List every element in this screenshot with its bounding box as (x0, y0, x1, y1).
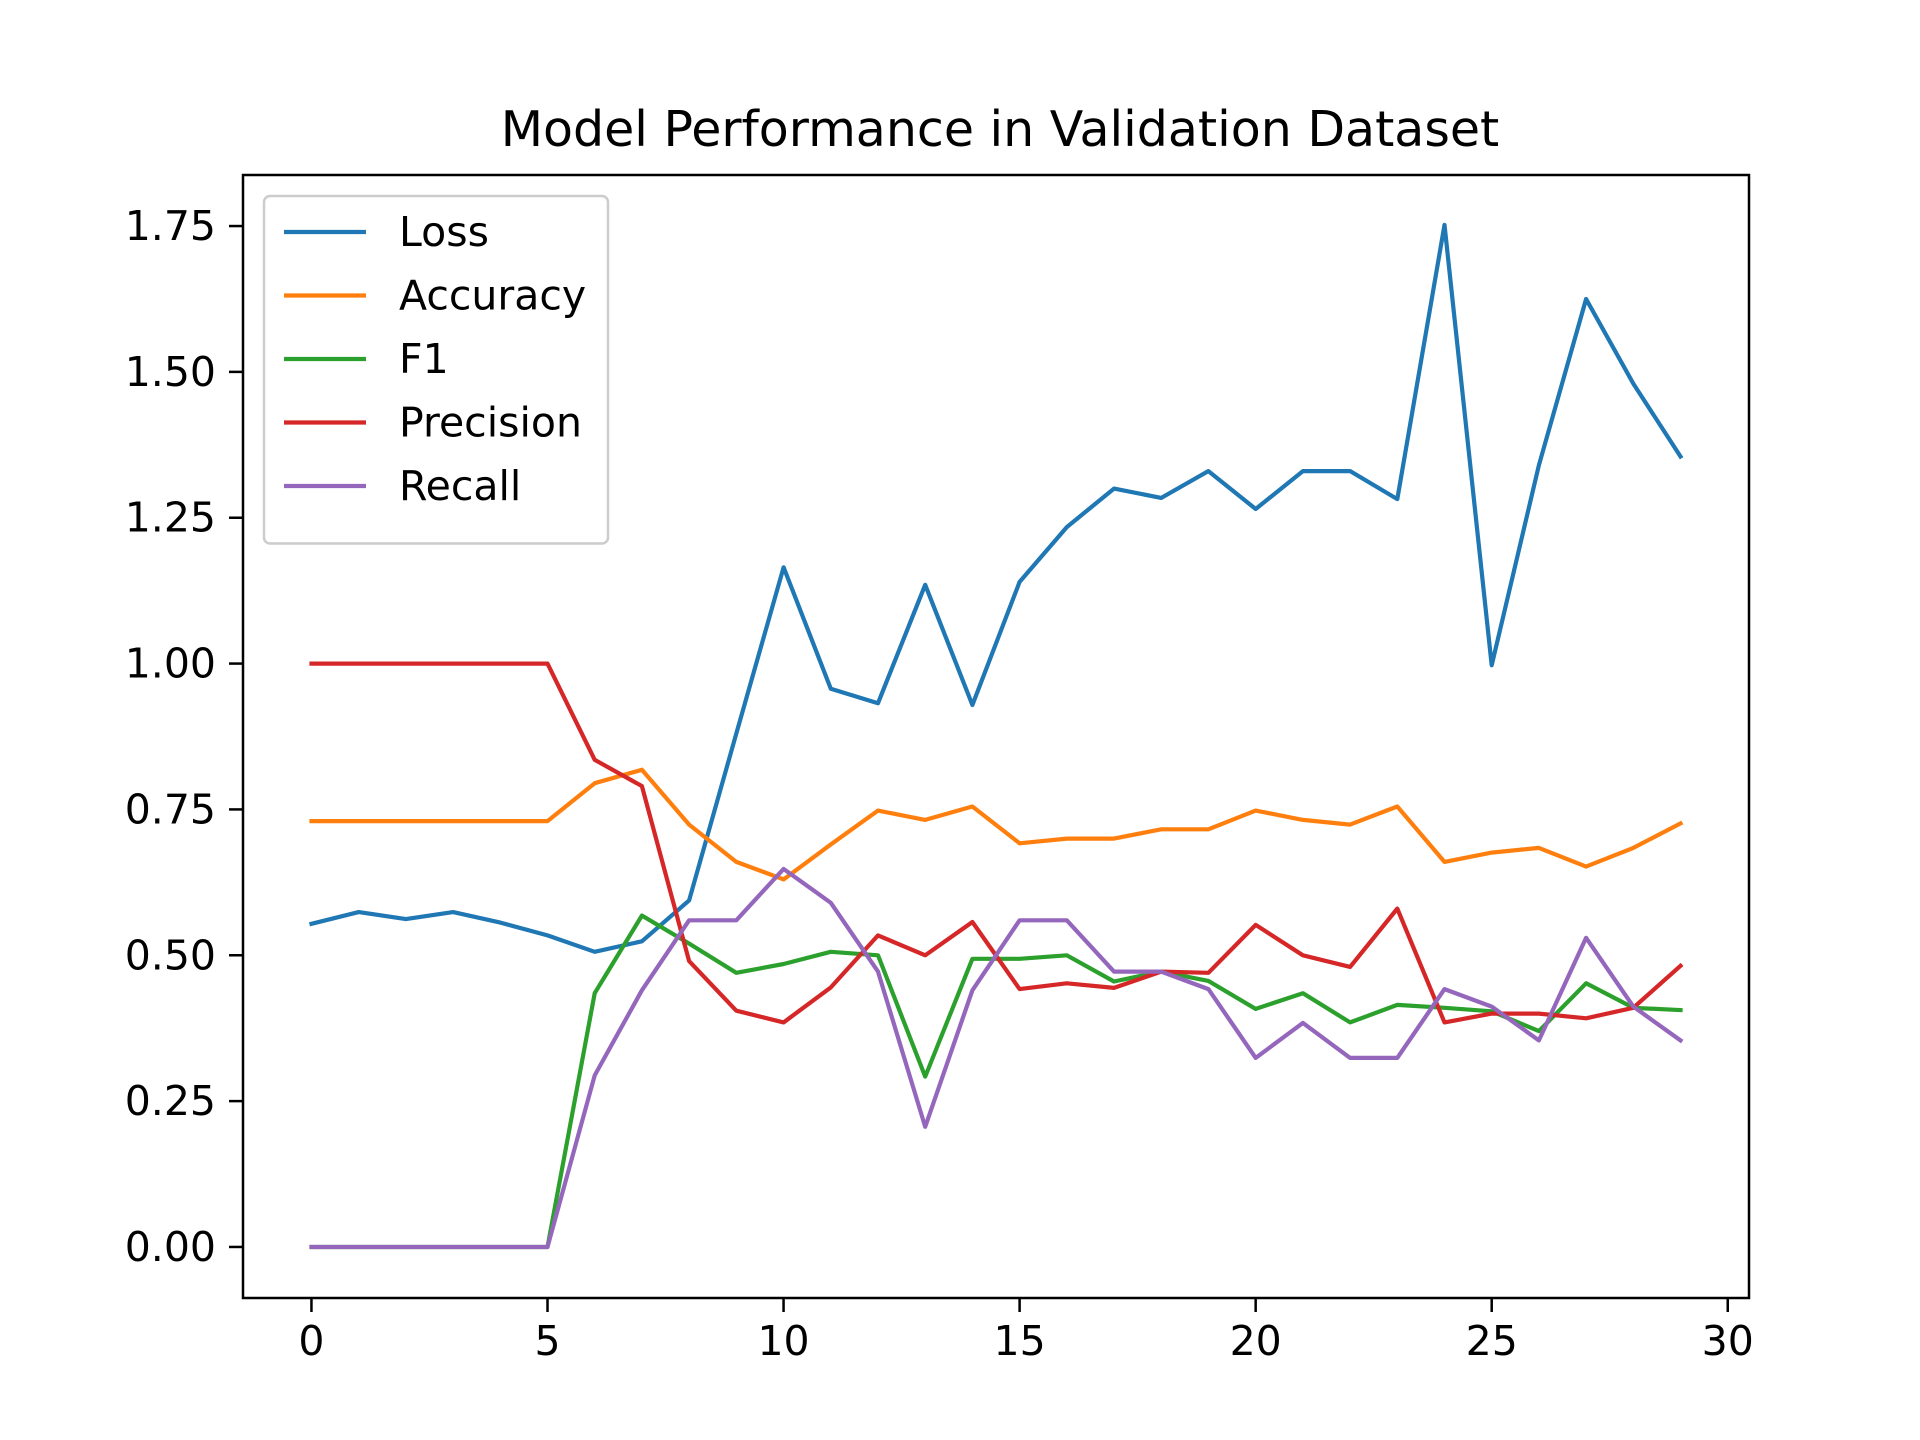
plot-frame (241, 173, 1751, 1300)
x-tick-label: 30 (1702, 1317, 1754, 1365)
y-tick-label: 1.75 (125, 202, 216, 250)
legend-label-precision: Precision (399, 399, 582, 447)
x-tick-label: 0 (298, 1317, 324, 1365)
y-tick-label: 1.00 (125, 640, 216, 688)
legend-box (262, 194, 610, 545)
y-tick-label: 0.00 (125, 1223, 216, 1271)
plot-area (241, 173, 1751, 1300)
legend-label-accuracy: Accuracy (399, 272, 586, 320)
series-line-accuracy (309, 767, 1684, 882)
x-axis: 0 5 10 15 20 25 30 (298, 1298, 1754, 1365)
series-line-loss (308, 222, 1684, 954)
x-tick-label: 10 (757, 1317, 809, 1365)
legend-label-loss: Loss (399, 208, 489, 256)
legend-label-f1: F1 (399, 335, 449, 383)
legend: Loss Accuracy F1 Precision Recall (262, 194, 610, 545)
y-tick-label: 0.50 (125, 931, 216, 979)
y-tick-label: 0.75 (125, 785, 216, 833)
y-tick-label: 0.25 (125, 1077, 216, 1125)
chart-title: Model Performance in Validation Dataset (501, 101, 1499, 158)
y-axis: 0.00 0.25 0.50 0.75 1.00 1.25 1.50 1.75 (125, 202, 243, 1271)
series-lines (308, 222, 1684, 1250)
y-tick-label: 1.25 (125, 494, 216, 542)
x-tick-label: 20 (1230, 1317, 1282, 1365)
x-tick-label: 25 (1466, 1317, 1518, 1365)
series-line-recall (309, 866, 1684, 1250)
legend-label-recall: Recall (399, 462, 521, 510)
x-tick-label: 15 (994, 1317, 1046, 1365)
y-tick-label: 1.50 (125, 348, 216, 396)
x-tick-label: 5 (534, 1317, 560, 1365)
